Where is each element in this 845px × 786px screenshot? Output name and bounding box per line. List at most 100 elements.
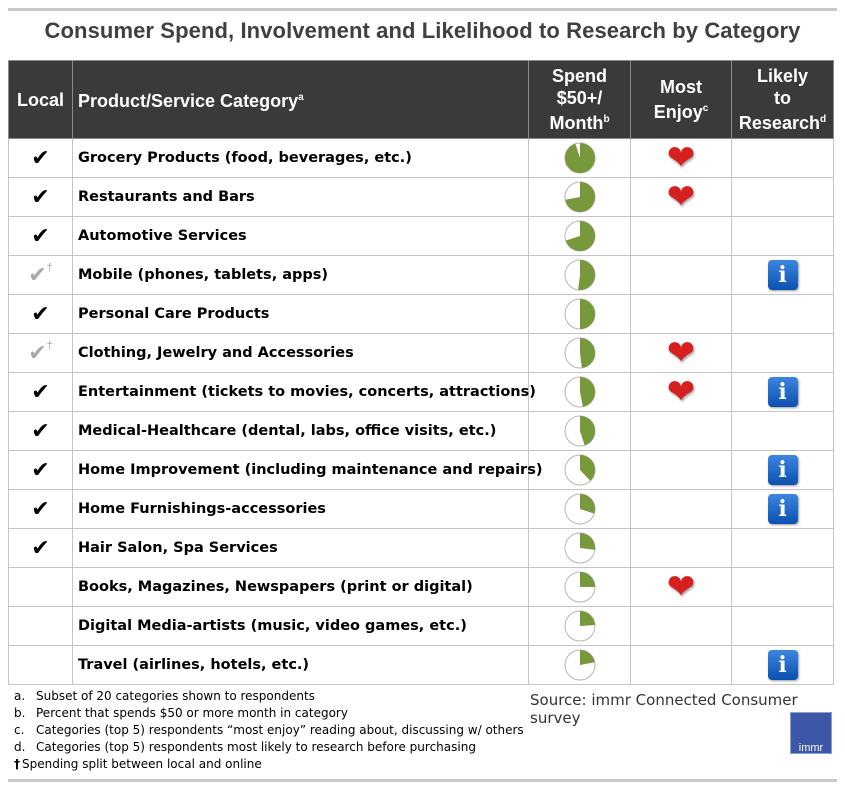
spend-cell bbox=[528, 645, 631, 685]
heart-icon: ❤ bbox=[666, 334, 696, 372]
header-likely-research: Likely to Researchd bbox=[731, 60, 834, 139]
spend-pie-icon bbox=[564, 610, 595, 642]
category-label: Digital Media-artists (music, video game… bbox=[72, 606, 529, 646]
most-enjoy-cell bbox=[630, 255, 732, 295]
category-label: Clothing, Jewelry and Accessories bbox=[72, 333, 529, 373]
spend-pie-icon bbox=[564, 493, 595, 525]
table-body: ✔ Grocery Products (food, beverages, etc.… bbox=[8, 138, 834, 685]
local-cell bbox=[8, 567, 73, 607]
pie-slice bbox=[579, 611, 595, 626]
table-header-row: Local Product/Service Categorya Spend $50… bbox=[8, 60, 834, 139]
most-enjoy-cell bbox=[630, 450, 732, 490]
checkmark-icon: ✔ bbox=[28, 262, 47, 287]
spend-cell bbox=[528, 138, 631, 178]
pie-slice bbox=[577, 260, 595, 290]
most-enjoy-cell: ❤ bbox=[630, 372, 732, 412]
source-credit: Source: immr Connected Consumer survey bbox=[530, 691, 798, 727]
checkmark-icon: ✔ bbox=[31, 496, 50, 521]
spend-pie-icon bbox=[564, 142, 595, 174]
local-cell: ✔ bbox=[8, 138, 73, 178]
pie-slice bbox=[579, 455, 595, 481]
most-enjoy-cell bbox=[630, 294, 732, 334]
footnotes: a. Subset of 20 categories shown to respo… bbox=[14, 688, 524, 773]
table-row: ✔ Entertainment (tickets to movies, conce… bbox=[8, 372, 834, 412]
likely-research-cell bbox=[731, 567, 834, 607]
category-label: Medical-Healthcare (dental, labs, office… bbox=[72, 411, 529, 451]
spend-pie-icon bbox=[564, 571, 595, 603]
bottom-rule bbox=[8, 779, 837, 782]
spend-pie-icon bbox=[564, 298, 595, 330]
table-row: ✔ Personal Care Products bbox=[8, 294, 834, 334]
checkmark-icon: ✔ bbox=[31, 535, 50, 560]
category-label: Home Improvement (including maintenance … bbox=[72, 450, 542, 490]
likely-research-cell bbox=[731, 177, 834, 217]
spend-cell bbox=[528, 216, 631, 256]
local-cell: ✔ bbox=[8, 450, 73, 490]
spend-cell bbox=[528, 255, 631, 295]
table-row: ✔† Mobile (phones, tablets, apps) i bbox=[8, 255, 834, 295]
header-most-enjoy: Most Enjoyc bbox=[630, 60, 732, 139]
pie-slice bbox=[579, 377, 595, 407]
most-enjoy-cell bbox=[630, 216, 732, 256]
most-enjoy-cell bbox=[630, 411, 732, 451]
checkmark-icon: ✔ bbox=[28, 340, 47, 365]
local-cell bbox=[8, 645, 73, 685]
pie-slice bbox=[579, 572, 595, 587]
footnote-b: b. Percent that spends $50 or more month … bbox=[14, 706, 348, 720]
spend-pie-icon bbox=[564, 376, 595, 408]
spend-cell bbox=[528, 177, 631, 217]
heart-icon: ❤ bbox=[666, 373, 696, 411]
page-title: Consumer Spend, Involvement and Likeliho… bbox=[44, 18, 801, 43]
local-cell: ✔ bbox=[8, 294, 73, 334]
spend-pie-icon bbox=[564, 337, 595, 369]
category-label: Automotive Services bbox=[72, 216, 529, 256]
category-label: Mobile (phones, tablets, apps) bbox=[72, 255, 529, 295]
likely-research-cell: i bbox=[731, 255, 834, 295]
spend-cell bbox=[528, 372, 631, 412]
spend-pie-icon bbox=[564, 220, 595, 252]
spend-cell bbox=[528, 528, 631, 568]
info-icon: i bbox=[767, 494, 798, 524]
most-enjoy-cell bbox=[630, 606, 732, 646]
category-table: Local Product/Service Categorya Spend $50… bbox=[8, 60, 834, 685]
likely-research-cell: i bbox=[731, 645, 834, 685]
pie-slice bbox=[579, 416, 595, 446]
checkmark-icon: ✔ bbox=[31, 301, 50, 326]
local-cell: ✔† bbox=[8, 255, 73, 295]
info-icon: i bbox=[767, 377, 798, 407]
top-rule bbox=[8, 8, 837, 11]
pie-slice bbox=[564, 182, 595, 212]
local-cell: ✔ bbox=[8, 528, 73, 568]
likely-research-cell bbox=[731, 411, 834, 451]
most-enjoy-cell: ❤ bbox=[630, 567, 732, 607]
spend-cell bbox=[528, 606, 631, 646]
category-label: Personal Care Products bbox=[72, 294, 529, 334]
likely-research-cell bbox=[731, 138, 834, 178]
spend-cell bbox=[528, 489, 631, 529]
dagger-mark: † bbox=[46, 339, 53, 352]
pie-slice bbox=[564, 143, 595, 173]
spend-cell bbox=[528, 450, 631, 490]
checkmark-icon: ✔ bbox=[31, 145, 50, 170]
table-row: ✔ Home Improvement (including maintenance… bbox=[8, 450, 834, 490]
dagger-mark: † bbox=[46, 261, 53, 274]
local-cell: ✔ bbox=[8, 411, 73, 451]
table-row: Travel (airlines, hotels, etc.) i bbox=[8, 645, 834, 685]
checkmark-icon: ✔ bbox=[31, 457, 50, 482]
category-label: Entertainment (tickets to movies, concer… bbox=[72, 372, 536, 412]
likely-research-cell bbox=[731, 216, 834, 256]
pie-slice bbox=[579, 494, 595, 514]
local-cell: ✔ bbox=[8, 177, 73, 217]
spend-cell bbox=[528, 294, 631, 334]
most-enjoy-cell bbox=[630, 528, 732, 568]
footnote-d: d. Categories (top 5) respondents most li… bbox=[14, 740, 476, 754]
table-row: ✔ Medical-Healthcare (dental, labs, offic… bbox=[8, 411, 834, 451]
table-row: ✔ Automotive Services bbox=[8, 216, 834, 256]
heart-icon: ❤ bbox=[666, 568, 696, 606]
info-icon: i bbox=[767, 260, 798, 290]
footnote-c: c. Categories (top 5) respondents “most e… bbox=[14, 723, 524, 737]
most-enjoy-cell: ❤ bbox=[630, 177, 732, 217]
header-local: Local bbox=[8, 60, 73, 139]
category-label: Travel (airlines, hotels, etc.) bbox=[72, 645, 529, 685]
local-cell: ✔† bbox=[8, 333, 73, 373]
